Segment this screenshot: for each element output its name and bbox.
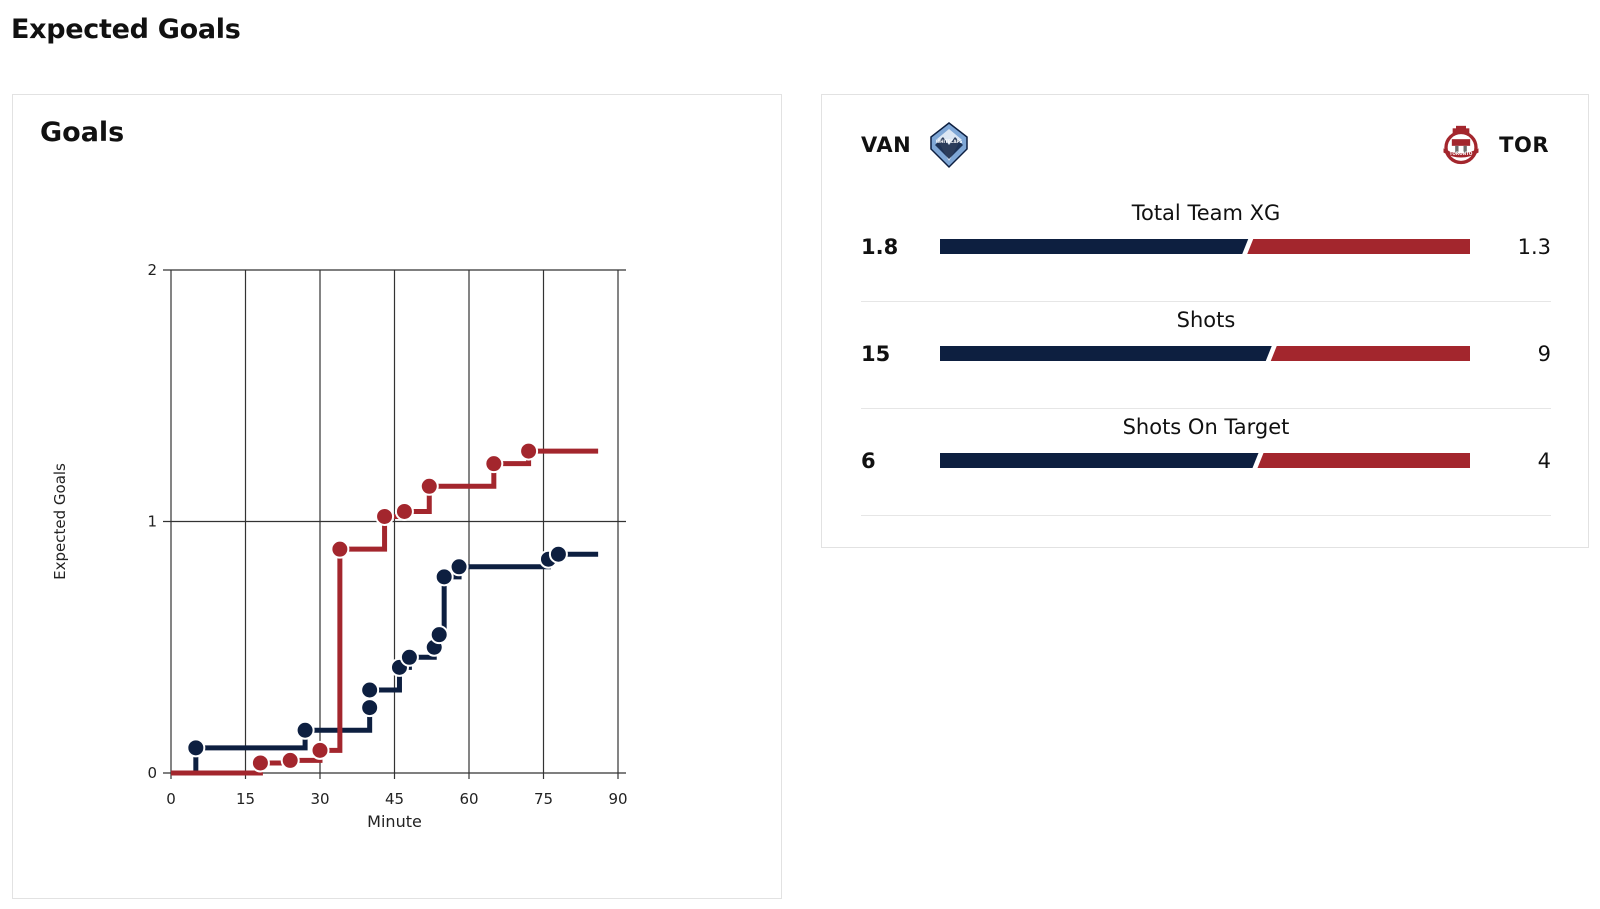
shot-point-van (434, 567, 454, 587)
shot-point-tor (519, 441, 539, 461)
toronto-fc-crest-icon: TORONTO (1443, 125, 1479, 165)
x-tick-label: 75 (534, 790, 553, 808)
stat-row-shots-on-target: Shots On Target 6 4 (861, 409, 1551, 516)
shot-point-van (399, 647, 419, 667)
stat-away-value: 9 (1537, 342, 1551, 366)
home-bar-segment (940, 346, 1272, 361)
stat-away-value: 1.3 (1517, 235, 1551, 259)
x-tick-label: 60 (459, 790, 478, 808)
shot-point-tor (484, 454, 504, 474)
away-bar-segment (1270, 346, 1470, 361)
svg-text:WHITECAPS: WHITECAPS (936, 139, 963, 144)
stat-home-value: 15 (861, 342, 891, 366)
team-stats-card: VAN WHITECAPS TORONTO TOR Total Team XG … (821, 94, 1589, 548)
xg-step-chart: 0 15 30 45 60 75 90 0 1 2 Minute Expected Goals (51, 261, 628, 831)
away-bar-segment (1257, 453, 1470, 468)
stat-home-value: 6 (861, 449, 876, 473)
page-title: Expected Goals (11, 14, 241, 45)
home-bar-segment (940, 239, 1249, 254)
y-axis-label: Expected Goals (51, 463, 69, 580)
shot-point-van (449, 557, 469, 577)
shot-point-tor (310, 740, 330, 760)
stat-label: Total Team XG (1131, 201, 1281, 225)
away-team-header: TORONTO TOR (1441, 121, 1549, 169)
x-tick-label: 0 (166, 790, 176, 808)
x-axis-label: Minute (367, 812, 422, 831)
vancouver-whitecaps-crest-icon: WHITECAPS (930, 122, 968, 169)
y-tick-label: 2 (147, 261, 157, 279)
stat-comparison-bar (940, 453, 1470, 468)
stat-label: Shots On Target (1122, 415, 1290, 439)
stat-comparison-bar (940, 346, 1470, 361)
stat-row-shots: Shots 15 9 (861, 302, 1551, 409)
home-team-code: VAN (861, 133, 912, 157)
shot-point-tor (330, 539, 350, 559)
x-tick-label: 15 (236, 790, 255, 808)
x-tick-label: 45 (385, 790, 404, 808)
x-tick-label: 30 (310, 790, 329, 808)
shot-point-tor (419, 476, 439, 496)
shot-point-tor (250, 753, 270, 773)
stat-row-total-xg: Total Team XG 1.8 1.3 (861, 195, 1551, 302)
stat-away-value: 4 (1537, 449, 1551, 473)
home-bar-segment (940, 453, 1259, 468)
stat-home-value: 1.8 (861, 235, 899, 259)
svg-text:TORONTO: TORONTO (1450, 151, 1473, 156)
shot-point-van (360, 680, 380, 700)
series-line-van (171, 551, 599, 776)
shot-point-tor (375, 506, 395, 526)
x-tick-label: 90 (608, 790, 627, 808)
chart-card-title: Goals (40, 117, 125, 148)
away-bar-segment (1247, 239, 1470, 254)
away-team-code: TOR (1499, 133, 1549, 157)
shot-point-van (429, 625, 449, 645)
series-line-tor (171, 448, 599, 776)
shot-point-van (548, 544, 568, 564)
shot-point-van (360, 698, 380, 718)
stat-comparison-bar (940, 239, 1470, 254)
y-tick-label: 1 (147, 513, 157, 531)
home-team-header: VAN WHITECAPS (861, 121, 969, 169)
shot-point-van (186, 738, 206, 758)
shot-point-tor (394, 501, 414, 521)
shot-point-van (295, 720, 315, 740)
stat-label: Shots (1176, 308, 1236, 332)
y-tick-label: 0 (147, 764, 157, 782)
xg-chart-card: Goals 0 15 30 45 60 75 90 0 1 2 Minute Expected Goa… (12, 94, 782, 899)
shot-point-tor (280, 750, 300, 770)
